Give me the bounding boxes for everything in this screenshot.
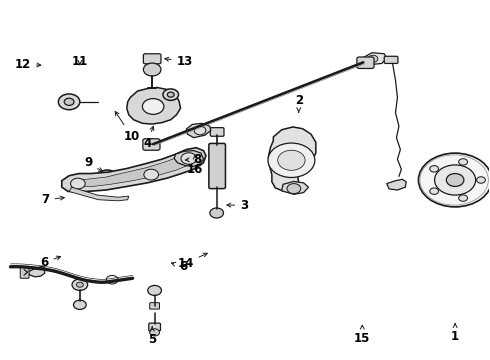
Text: 14: 14 [177,253,207,270]
Circle shape [435,165,476,195]
Polygon shape [387,179,406,190]
Text: 11: 11 [72,55,88,68]
Circle shape [477,177,486,183]
Circle shape [144,169,159,180]
Polygon shape [174,150,203,166]
Text: 12: 12 [15,58,41,71]
FancyBboxPatch shape [209,143,225,189]
Circle shape [268,143,315,177]
Text: 4: 4 [143,126,154,150]
Polygon shape [127,87,180,124]
Circle shape [167,92,174,97]
FancyBboxPatch shape [143,139,160,150]
Text: 7: 7 [42,193,64,206]
Circle shape [181,153,196,164]
FancyBboxPatch shape [384,56,398,63]
Circle shape [103,174,111,180]
Circle shape [163,89,178,100]
Circle shape [287,184,301,194]
FancyBboxPatch shape [357,57,374,68]
Circle shape [98,170,117,184]
Text: 6: 6 [172,260,187,273]
Circle shape [58,94,80,110]
FancyBboxPatch shape [149,323,160,331]
Circle shape [72,279,88,291]
Polygon shape [186,123,211,138]
Polygon shape [362,53,387,64]
Circle shape [150,329,159,336]
Circle shape [143,99,164,114]
Text: 6: 6 [40,256,61,269]
Circle shape [194,126,206,135]
Polygon shape [282,181,309,194]
Circle shape [278,150,305,170]
Text: 16: 16 [187,155,203,176]
Circle shape [74,300,86,310]
Circle shape [148,285,161,296]
Text: 13: 13 [165,55,193,68]
Circle shape [459,159,467,165]
Circle shape [106,275,118,284]
Text: 8: 8 [185,153,202,166]
Text: 15: 15 [354,325,370,345]
FancyBboxPatch shape [144,54,161,64]
Circle shape [459,195,467,201]
FancyBboxPatch shape [20,267,29,278]
FancyBboxPatch shape [210,128,224,136]
Circle shape [210,208,223,218]
Circle shape [430,188,439,194]
Circle shape [446,174,464,186]
Text: 9: 9 [84,156,102,171]
Circle shape [144,63,161,76]
Polygon shape [27,266,45,277]
Circle shape [368,55,378,62]
Circle shape [64,98,74,105]
Text: 3: 3 [227,199,248,212]
Text: 1: 1 [451,324,459,343]
Text: 5: 5 [148,327,156,346]
Text: 10: 10 [115,112,140,143]
Polygon shape [73,152,200,186]
Polygon shape [69,187,129,201]
Polygon shape [269,127,316,192]
Circle shape [71,178,85,189]
Circle shape [430,166,439,172]
FancyBboxPatch shape [148,88,157,93]
Circle shape [76,282,83,287]
FancyBboxPatch shape [150,303,159,309]
Polygon shape [62,148,206,192]
Text: 2: 2 [294,94,303,112]
Circle shape [418,153,490,207]
